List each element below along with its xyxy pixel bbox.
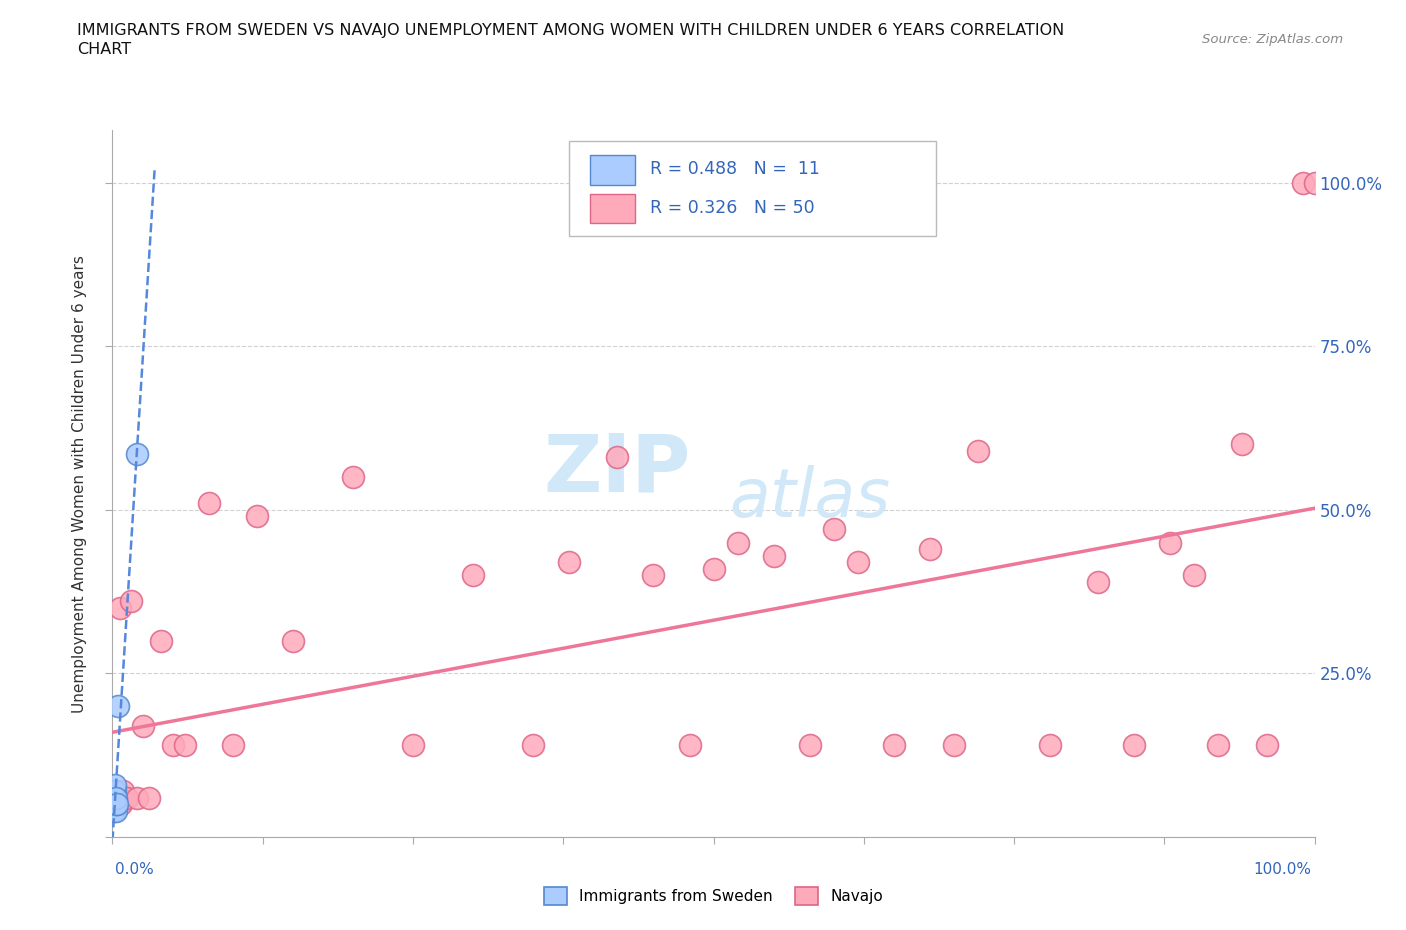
Point bbox=[103, 790, 125, 805]
Point bbox=[762, 548, 785, 563]
Point bbox=[105, 797, 128, 812]
Point bbox=[149, 633, 172, 648]
Point bbox=[104, 784, 127, 799]
Point bbox=[702, 561, 725, 576]
Text: 100.0%: 100.0% bbox=[1254, 862, 1312, 877]
Point bbox=[1291, 175, 1313, 190]
Point bbox=[173, 737, 195, 752]
FancyBboxPatch shape bbox=[589, 155, 636, 185]
Point bbox=[197, 496, 219, 511]
Point bbox=[918, 541, 941, 556]
Point bbox=[1256, 737, 1278, 752]
Point bbox=[103, 790, 125, 805]
Text: 0.0%: 0.0% bbox=[115, 862, 155, 877]
Text: R = 0.488   N =  11: R = 0.488 N = 11 bbox=[650, 160, 820, 178]
Point bbox=[727, 535, 749, 550]
Point bbox=[1303, 175, 1326, 190]
Point bbox=[281, 633, 304, 648]
Point bbox=[1184, 568, 1206, 583]
Point bbox=[114, 790, 136, 805]
Point bbox=[103, 804, 125, 818]
Point bbox=[942, 737, 965, 752]
Point bbox=[105, 790, 128, 805]
Point bbox=[138, 790, 160, 805]
Point bbox=[105, 804, 128, 818]
Text: CHART: CHART bbox=[77, 42, 131, 57]
Point bbox=[104, 797, 127, 812]
Point bbox=[558, 554, 581, 569]
Point bbox=[120, 594, 142, 609]
Point bbox=[131, 718, 153, 733]
Point bbox=[246, 509, 269, 524]
Y-axis label: Unemployment Among Women with Children Under 6 years: Unemployment Among Women with Children U… bbox=[72, 255, 87, 712]
Point bbox=[461, 568, 484, 583]
Point bbox=[125, 446, 148, 461]
Point bbox=[105, 797, 128, 812]
Point bbox=[108, 601, 131, 616]
Point bbox=[125, 790, 148, 805]
Point bbox=[967, 444, 990, 458]
FancyBboxPatch shape bbox=[589, 193, 636, 223]
Text: IMMIGRANTS FROM SWEDEN VS NAVAJO UNEMPLOYMENT AMONG WOMEN WITH CHILDREN UNDER 6 : IMMIGRANTS FROM SWEDEN VS NAVAJO UNEMPLO… bbox=[77, 23, 1064, 38]
Point bbox=[1123, 737, 1146, 752]
Point bbox=[1087, 575, 1109, 590]
Point bbox=[104, 777, 127, 792]
Point bbox=[643, 568, 665, 583]
Point bbox=[1232, 437, 1254, 452]
Point bbox=[678, 737, 700, 752]
Point bbox=[402, 737, 425, 752]
Point bbox=[1039, 737, 1062, 752]
Text: atlas: atlas bbox=[730, 465, 890, 531]
Point bbox=[1208, 737, 1230, 752]
Point bbox=[111, 790, 134, 805]
Point bbox=[522, 737, 544, 752]
Point bbox=[222, 737, 245, 752]
Point bbox=[162, 737, 184, 752]
Point bbox=[1159, 535, 1181, 550]
Point bbox=[105, 797, 128, 812]
Text: ZIP: ZIP bbox=[544, 431, 690, 509]
Text: Source: ZipAtlas.com: Source: ZipAtlas.com bbox=[1202, 33, 1343, 46]
Point bbox=[105, 790, 128, 805]
Point bbox=[107, 698, 129, 713]
Point bbox=[107, 790, 129, 805]
Point bbox=[823, 522, 845, 537]
Legend: Immigrants from Sweden, Navajo: Immigrants from Sweden, Navajo bbox=[537, 881, 890, 910]
Point bbox=[110, 797, 132, 812]
Point bbox=[115, 790, 138, 805]
FancyBboxPatch shape bbox=[569, 140, 936, 236]
Point bbox=[104, 784, 127, 799]
Point bbox=[112, 784, 135, 799]
Text: R = 0.326   N = 50: R = 0.326 N = 50 bbox=[650, 199, 814, 217]
Point bbox=[342, 470, 364, 485]
Point bbox=[606, 450, 628, 465]
Point bbox=[846, 554, 869, 569]
Point bbox=[799, 737, 821, 752]
Point bbox=[883, 737, 905, 752]
